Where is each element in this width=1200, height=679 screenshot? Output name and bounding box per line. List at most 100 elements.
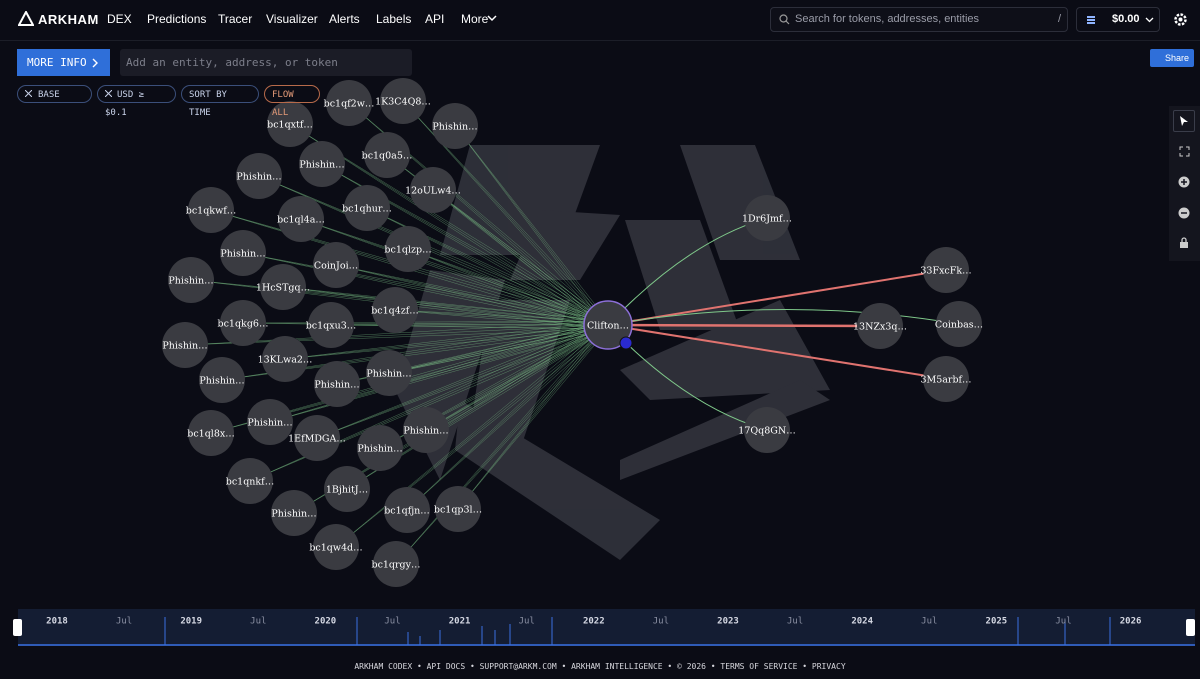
select-tool[interactable] [1173, 110, 1195, 132]
flow-edge [335, 324, 609, 548]
node-label: 1Dr6Jmf… [742, 214, 792, 225]
fit-icon[interactable] [1179, 146, 1190, 157]
graph-node [372, 287, 418, 333]
flow-edge [395, 324, 609, 565]
search-box[interactable]: Search for tokens, addresses, entities / [770, 7, 1068, 32]
flow-edge [457, 320, 609, 510]
wallet-button[interactable]: $0.00 [1076, 7, 1160, 32]
nav-link[interactable]: Predictions [147, 12, 207, 26]
graph-node [188, 410, 234, 456]
graph-node [857, 303, 903, 349]
graph-node [366, 350, 412, 396]
flow-filter[interactable]: FLOW ALL [264, 85, 320, 118]
node-label: Phishin… [236, 172, 281, 183]
node-label: 12oULw4… [405, 186, 461, 197]
flow-edge [300, 218, 609, 326]
flow-edge [242, 252, 609, 322]
nav-link[interactable]: Alerts [329, 12, 360, 26]
flow-edge [269, 328, 609, 423]
node-label: bc1qrgy… [371, 560, 420, 571]
flow-edge [316, 328, 609, 439]
graph-node [299, 141, 345, 187]
graph-node [373, 541, 419, 587]
timeline-label: Jul [921, 617, 937, 627]
zoom-in-icon[interactable] [1178, 176, 1190, 188]
share-button[interactable]: Share [1150, 49, 1194, 67]
entity-input[interactable]: Add an entity, address, or token [120, 49, 412, 76]
logo-icon [18, 11, 34, 26]
sort-filter[interactable]: SORT BY TIME [181, 85, 259, 118]
graph-node [326, 80, 372, 126]
zoom-out-icon[interactable] [1178, 207, 1190, 219]
nav-link[interactable]: Visualizer [266, 12, 318, 26]
flow-edge [425, 324, 609, 431]
node-label: Phishin… [432, 122, 477, 133]
more-info-button[interactable]: MORE INFO [17, 49, 110, 76]
timeline-label: 2023 [717, 617, 739, 627]
node-label: 13NZx3q… [853, 322, 907, 333]
graph-node [923, 247, 969, 293]
settings-icon[interactable] [1173, 12, 1188, 27]
flow-edge [407, 248, 609, 322]
graph-node [344, 185, 390, 231]
graph-node [385, 226, 431, 272]
flow-edge [316, 324, 609, 439]
nav-link[interactable]: Labels [376, 12, 412, 26]
flow-edge [607, 309, 960, 326]
nav-link[interactable]: DEX [107, 12, 132, 26]
flow-edge [407, 248, 609, 330]
flow-edge [258, 175, 609, 330]
flow-edge [335, 264, 609, 326]
flow-edge [335, 264, 609, 322]
node-label: Phishin… [162, 341, 207, 352]
graph-node [357, 425, 403, 471]
node-label: Phishin… [314, 380, 359, 391]
chain-filter[interactable]: BASE [17, 85, 92, 103]
timeline-labels: 2018 Jul 2019 Jul 2020 Jul 2021 Jul 2022 Jul 2023 J… [46, 617, 1141, 627]
search-placeholder: Search for tokens, addresses, entities [795, 13, 980, 25]
input-placeholder: Add an entity, address, or token [126, 56, 338, 69]
node-label: bc1qfjn… [384, 506, 430, 517]
nodes: bc1qf2w… 1K3C4Q8… bc1qxtf… Phishin… bc1q0a5…… [162, 78, 983, 587]
flow-edge [394, 309, 609, 330]
node-label: 3M5arbf… [920, 375, 971, 386]
flow-edge [284, 324, 609, 360]
node-label: bc1ql4a… [277, 215, 325, 226]
flow-label: FLOW ALL [272, 90, 294, 118]
graph-node [199, 357, 245, 403]
nav-link[interactable]: Tracer [218, 12, 253, 26]
timeline-handle-left[interactable] [13, 619, 22, 636]
graph-node [744, 407, 790, 453]
timeline-label: Jul [116, 617, 132, 627]
graph-node [432, 103, 478, 149]
timeline-label: Jul [384, 617, 400, 627]
usd-filter[interactable]: USD ≥ $0.1 [97, 85, 176, 118]
sort-label: SORT BY TIME [189, 90, 227, 118]
graph-node [384, 487, 430, 533]
timeline-label: 2020 [315, 617, 337, 627]
graph-node [324, 466, 370, 512]
node-label: bc1qnkf… [226, 477, 274, 488]
graph-node [313, 524, 359, 570]
graph-node [313, 242, 359, 288]
node-label: 1EfMDGA… [288, 434, 346, 445]
nav-link[interactable]: API [425, 12, 445, 26]
flow-edge [454, 125, 609, 330]
timeline-handle-right[interactable] [1186, 619, 1195, 636]
graph-node [267, 101, 313, 147]
graph-node [923, 356, 969, 402]
remove-icon [24, 89, 33, 98]
nav-more[interactable]: More [461, 12, 489, 26]
lock-icon[interactable] [1179, 237, 1189, 249]
flow-edge [454, 125, 609, 326]
share-label: Share [1164, 53, 1189, 63]
node-label: Phishin… [220, 249, 265, 260]
node-label: Phishin… [403, 426, 448, 437]
flow-edge [330, 324, 609, 330]
flow-edge [335, 264, 609, 330]
node-label: Phishin… [199, 376, 244, 387]
flow-edge [242, 252, 609, 330]
node-label: Phishin… [247, 418, 292, 429]
footer: ARKHAM CODEX • API DOCS • SUPPORT@ARKM.C… [354, 662, 846, 671]
